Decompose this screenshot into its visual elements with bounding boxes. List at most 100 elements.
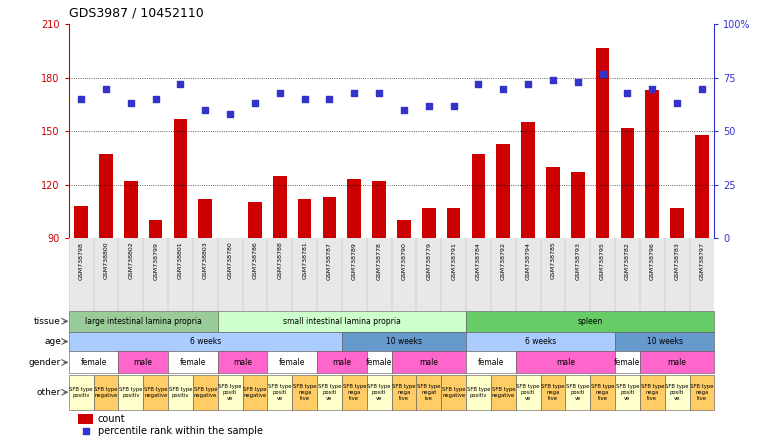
- Bar: [521, 123, 535, 238]
- Text: GSM738783: GSM738783: [675, 242, 680, 280]
- Bar: [298, 199, 312, 238]
- Text: GSM738792: GSM738792: [500, 242, 506, 280]
- Bar: [348, 179, 361, 238]
- Point: [100, 85, 112, 92]
- Text: GSM738787: GSM738787: [327, 242, 332, 280]
- Text: GSM738780: GSM738780: [228, 242, 233, 279]
- Text: spleen: spleen: [578, 317, 603, 326]
- Text: GSM738801: GSM738801: [178, 242, 183, 279]
- Text: GSM738778: GSM738778: [377, 242, 382, 280]
- Bar: [516, 352, 615, 373]
- Text: male: male: [134, 358, 153, 367]
- Text: GSM738788: GSM738788: [277, 242, 283, 279]
- Bar: [342, 375, 367, 410]
- Text: SFB type
nega
tive: SFB type nega tive: [293, 384, 316, 400]
- Bar: [99, 155, 113, 238]
- Text: GSM738798: GSM738798: [79, 242, 84, 280]
- Point: [597, 70, 609, 77]
- Bar: [79, 414, 92, 424]
- Bar: [218, 311, 466, 332]
- Text: SFB type
negat
ive: SFB type negat ive: [417, 384, 441, 400]
- Bar: [342, 333, 466, 351]
- Text: SFB type
negative: SFB type negative: [243, 387, 267, 398]
- Text: GSM738786: GSM738786: [252, 242, 257, 279]
- Point: [646, 85, 659, 92]
- Bar: [615, 352, 640, 373]
- Point: [348, 89, 361, 96]
- Text: male: male: [332, 358, 351, 367]
- Point: [571, 79, 584, 86]
- Text: 10 weeks: 10 weeks: [386, 337, 422, 346]
- Text: GSM738790: GSM738790: [401, 242, 406, 280]
- Text: SFB type
nega
tive: SFB type nega tive: [591, 384, 614, 400]
- Point: [422, 102, 435, 109]
- Bar: [218, 375, 243, 410]
- Bar: [466, 352, 516, 373]
- Bar: [218, 352, 267, 373]
- Text: tissue: tissue: [34, 317, 61, 326]
- Text: GSM738785: GSM738785: [550, 242, 555, 279]
- Bar: [94, 375, 118, 410]
- Bar: [293, 375, 317, 410]
- Bar: [392, 352, 466, 373]
- Point: [522, 81, 534, 88]
- Bar: [392, 375, 416, 410]
- Text: SFB type
nega
tive: SFB type nega tive: [342, 384, 366, 400]
- Bar: [695, 135, 709, 238]
- Bar: [466, 311, 714, 332]
- Bar: [193, 375, 218, 410]
- Bar: [173, 119, 187, 238]
- Bar: [466, 375, 491, 410]
- Bar: [447, 208, 461, 238]
- Point: [497, 85, 510, 92]
- Text: percentile rank within the sample: percentile rank within the sample: [98, 426, 263, 436]
- Bar: [491, 375, 516, 410]
- Text: GSM738791: GSM738791: [451, 242, 456, 280]
- Point: [448, 102, 460, 109]
- Bar: [640, 352, 714, 373]
- Bar: [168, 352, 218, 373]
- Bar: [248, 202, 262, 238]
- Text: SFB type
positi
ve: SFB type positi ve: [665, 384, 689, 400]
- Point: [224, 111, 236, 118]
- Text: SFB type
positiv: SFB type positiv: [169, 387, 193, 398]
- Text: SFB type
positi
ve: SFB type positi ve: [566, 384, 590, 400]
- Text: SFB type
positiv: SFB type positiv: [467, 387, 490, 398]
- Point: [79, 428, 92, 435]
- Bar: [267, 375, 293, 410]
- Bar: [69, 375, 93, 410]
- Text: GSM738799: GSM738799: [153, 242, 158, 280]
- Bar: [690, 375, 714, 410]
- Bar: [397, 220, 411, 238]
- Text: female: female: [279, 358, 306, 367]
- Text: count: count: [98, 414, 125, 424]
- Text: SFB type
positi
ve: SFB type positi ve: [616, 384, 639, 400]
- Point: [671, 100, 683, 107]
- Text: GSM738782: GSM738782: [625, 242, 630, 280]
- Point: [174, 81, 186, 88]
- Bar: [615, 375, 640, 410]
- Text: male: male: [419, 358, 439, 367]
- Text: GSM738779: GSM738779: [426, 242, 432, 280]
- Point: [398, 107, 410, 114]
- Bar: [118, 352, 168, 373]
- Text: large intestinal lamina propria: large intestinal lamina propria: [85, 317, 202, 326]
- Bar: [144, 375, 168, 410]
- Text: GSM738795: GSM738795: [600, 242, 605, 280]
- Point: [696, 85, 708, 92]
- Bar: [442, 375, 466, 410]
- Bar: [546, 167, 560, 238]
- Text: female: female: [80, 358, 107, 367]
- Text: GSM738802: GSM738802: [128, 242, 134, 279]
- Text: GSM738797: GSM738797: [699, 242, 704, 280]
- Text: GSM738803: GSM738803: [202, 242, 208, 279]
- Text: GSM738789: GSM738789: [351, 242, 357, 280]
- Point: [125, 100, 137, 107]
- Bar: [620, 128, 634, 238]
- Text: SFB type
nega
tive: SFB type nega tive: [640, 384, 664, 400]
- Text: SFB type
nega
tive: SFB type nega tive: [392, 384, 416, 400]
- Bar: [124, 181, 138, 238]
- Bar: [149, 220, 163, 238]
- Point: [373, 89, 385, 96]
- Bar: [646, 90, 659, 238]
